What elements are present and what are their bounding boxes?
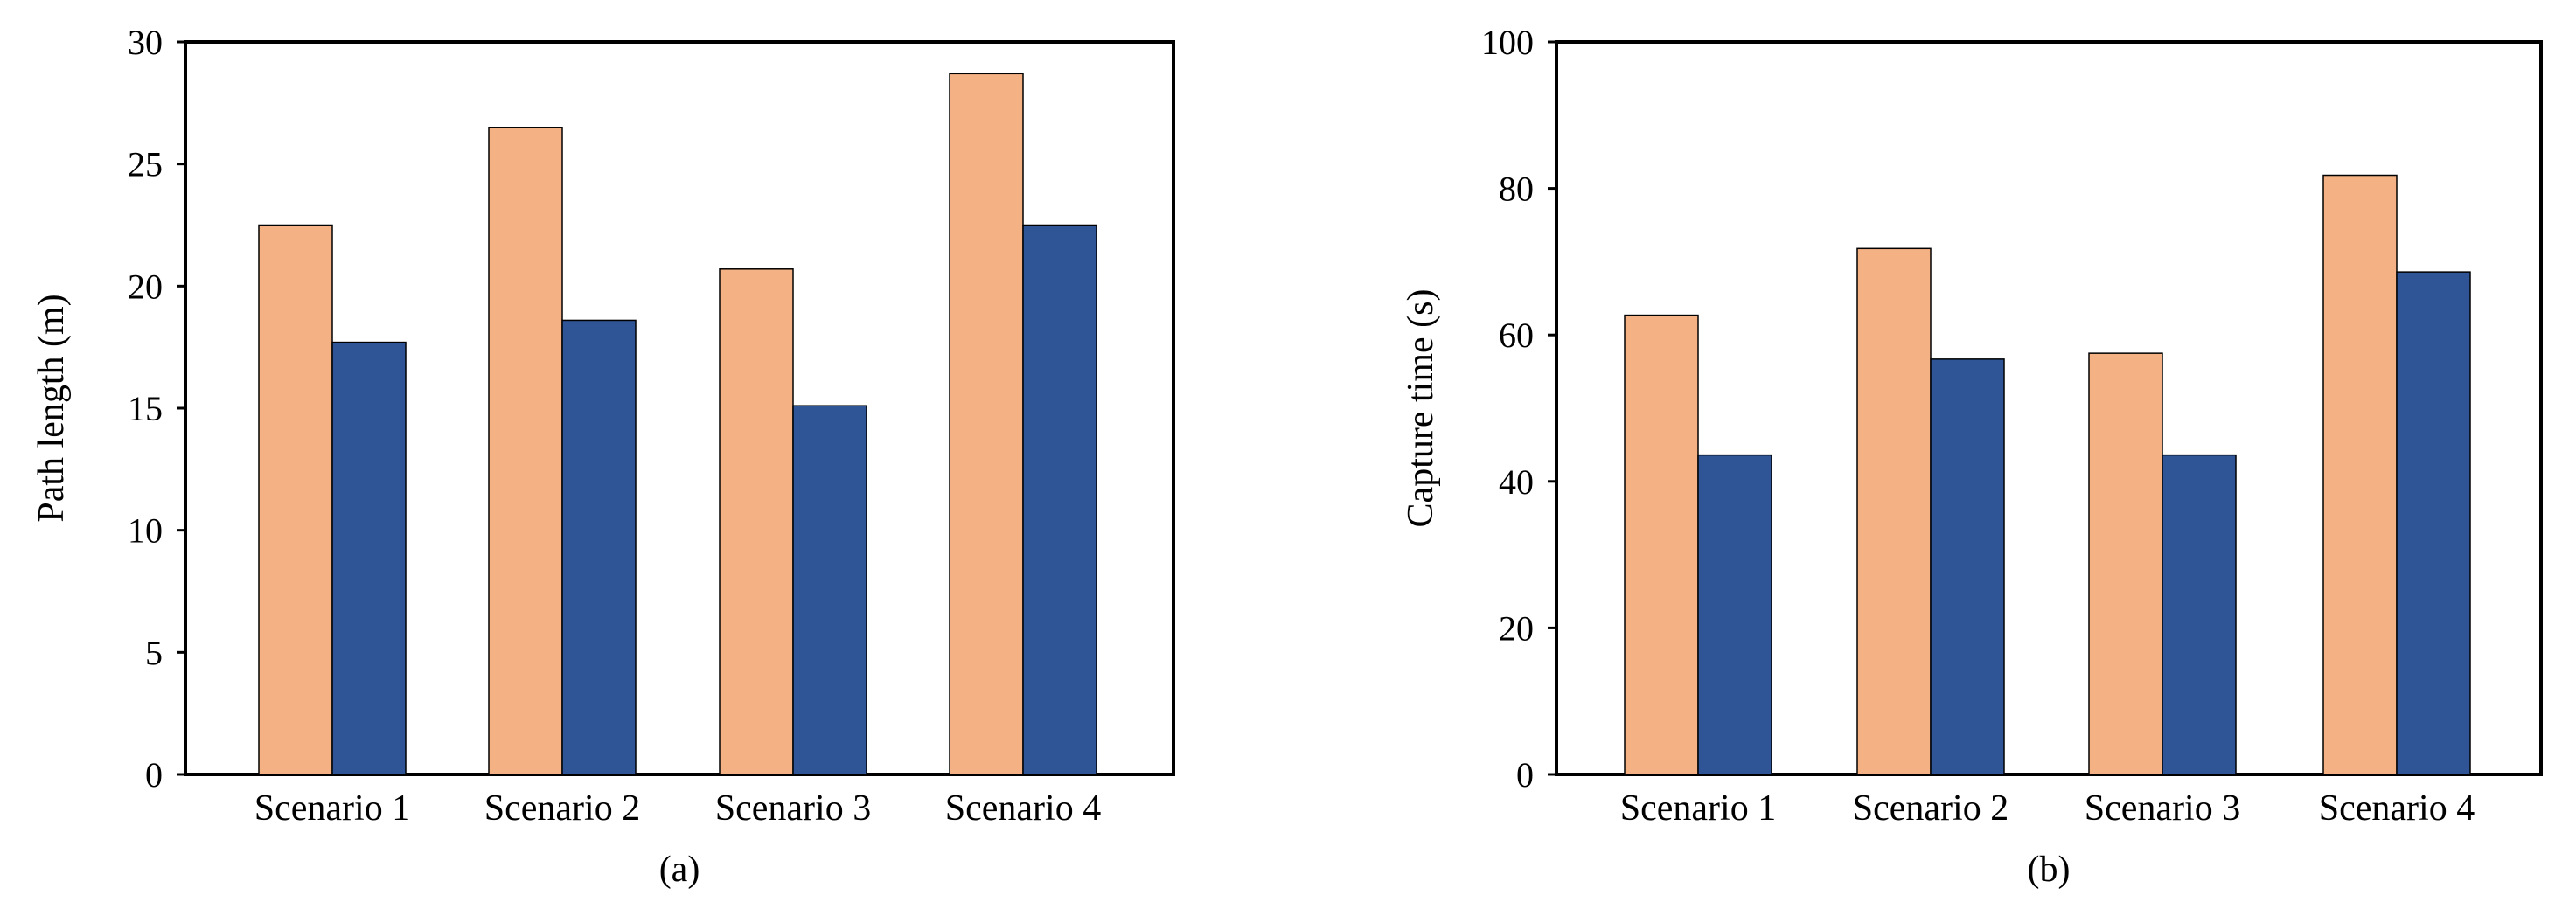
y-tick-label-a: 25 (128, 145, 163, 184)
plot-frame-b (1555, 40, 2543, 776)
y-tick-label-b: 40 (1499, 462, 1534, 502)
y-tick-label-b: 100 (1481, 23, 1534, 62)
y-tick-label-a: 15 (128, 389, 163, 428)
x-tick-label-a: Scenario 3 (715, 788, 871, 829)
x-tick-label-b: Scenario 1 (1620, 788, 1776, 829)
x-categories-a: Scenario 1 Scenario 2 Scenario 3 Scenario 4 (254, 788, 1101, 829)
bar-b-1-series-2 (1697, 454, 1772, 775)
y-axis-label-a: Path length (m) (31, 294, 72, 522)
x-tick-label-a: Scenario 4 (945, 788, 1101, 829)
y-tick-label-a: 5 (145, 633, 163, 672)
y-tick-label-a: 10 (128, 511, 163, 551)
bar-a-1-series-1 (258, 224, 333, 775)
x-tick-label-a: Scenario 2 (484, 788, 640, 829)
bar-a-2-series-1 (488, 127, 563, 775)
y-tick-label-a: 0 (145, 755, 163, 795)
y-tick-label-b: 20 (1499, 608, 1534, 648)
y-ticks-a: 0 5 10 15 20 25 30 (128, 23, 185, 795)
bar-a-4-series-2 (1022, 224, 1097, 775)
y-axis-label-b: Capture time (s) (1401, 289, 1441, 528)
y-tick-label-b: 0 (1516, 755, 1534, 795)
bar-b-3-series-2 (2162, 454, 2237, 775)
bar-b-2-series-2 (1930, 358, 2005, 775)
bar-b-2-series-1 (1856, 247, 1932, 775)
bar-a-3-series-2 (792, 405, 867, 775)
panel-caption-a: (a) (659, 850, 700, 890)
panel-caption-b: (b) (2028, 850, 2071, 890)
x-categories-b: Scenario 1 Scenario 2 Scenario 3 Scenario 4 (1620, 788, 2475, 829)
bars-a (258, 73, 1097, 775)
bar-a-3-series-1 (719, 268, 794, 775)
bar-b-4-series-1 (2322, 174, 2398, 775)
bar-a-4-series-1 (949, 73, 1024, 775)
bar-b-3-series-1 (2088, 352, 2163, 775)
x-tick-label-b: Scenario 4 (2319, 788, 2475, 829)
bar-a-1-series-2 (331, 341, 407, 775)
y-tick-label-a: 30 (128, 23, 163, 62)
bar-b-1-series-1 (1624, 314, 1699, 775)
bars-b (1624, 174, 2471, 775)
y-tick-label-a: 20 (128, 267, 163, 306)
x-tick-label-a: Scenario 1 (254, 788, 410, 829)
x-tick-label-b: Scenario 2 (1853, 788, 2009, 829)
bar-b-4-series-2 (2396, 271, 2471, 775)
y-tick-label-b: 80 (1499, 170, 1534, 209)
x-tick-label-b: Scenario 3 (2085, 788, 2240, 829)
y-ticks-b: 0 20 40 60 80 100 (1481, 23, 1556, 795)
bar-a-2-series-2 (561, 319, 637, 775)
y-tick-label-b: 60 (1499, 316, 1534, 355)
